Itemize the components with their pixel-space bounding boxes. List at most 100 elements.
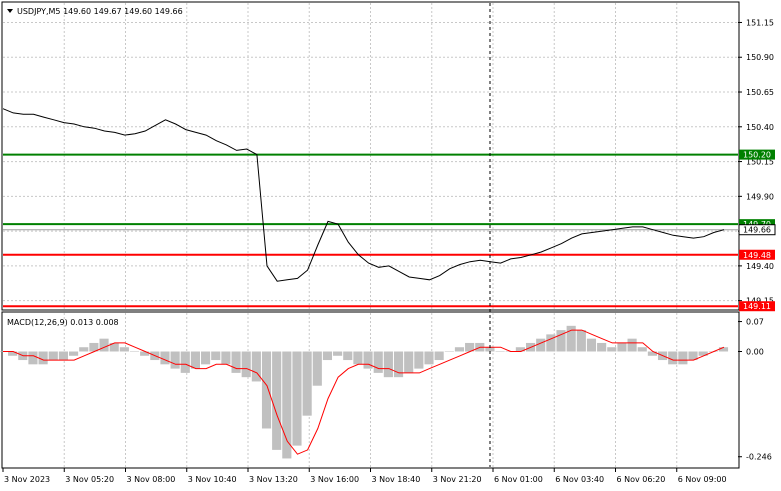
time-tick-label: 3 Nov 16:00	[310, 475, 359, 484]
macd-bar	[261, 351, 272, 429]
macd-bar	[536, 338, 546, 352]
time-tick-label: 3 Nov 05:20	[65, 475, 114, 484]
macd-bar	[465, 342, 475, 352]
price-tick-label: 150.40	[746, 123, 774, 132]
macd-bar	[201, 351, 211, 365]
time-tick-label: 3 Nov 2023	[4, 475, 50, 484]
macd-bar	[99, 338, 109, 352]
macd-bar	[586, 338, 597, 352]
macd-tick-label: 0.07	[746, 318, 764, 327]
price-tick-label: 149.15	[746, 297, 774, 306]
price-tick-label: 149.90	[746, 192, 774, 201]
macd-bar	[383, 351, 393, 378]
macd-bar	[251, 351, 261, 382]
macd-bar	[647, 351, 657, 356]
macd-bar	[28, 351, 38, 365]
macd-bar	[434, 351, 444, 361]
price-axis[interactable]: 151.15 150.90 150.65 150.40 150.15 149.90 149.…	[738, 18, 774, 306]
macd-bar	[556, 330, 566, 352]
price-tick-label: 150.90	[746, 53, 774, 62]
time-tick-label: 3 Nov 08:00	[127, 475, 176, 484]
time-tick-label: 3 Nov 10:40	[188, 475, 237, 484]
macd-bar	[231, 351, 241, 373]
level-tag-label: 150.20	[743, 151, 771, 160]
macd-bar	[322, 351, 333, 361]
macd-bar	[627, 338, 637, 352]
level-tag	[739, 149, 775, 160]
symbol-menu-triangle-icon[interactable]	[7, 9, 13, 13]
price-line	[2, 108, 725, 282]
macd-bar	[119, 347, 129, 352]
macd-bar	[444, 351, 454, 352]
macd-tick-label: 0.00	[746, 348, 764, 357]
time-tick-label: 3 Nov 18:40	[372, 475, 421, 484]
price-tick-label: 151.15	[746, 18, 774, 27]
time-tick-label: 6 Nov 06:20	[617, 475, 666, 484]
macd-bar	[576, 330, 586, 352]
time-tick-label: 6 Nov 03:40	[555, 475, 604, 484]
macd-signal-line	[3, 329, 725, 455]
macd-bar	[363, 351, 373, 369]
symbol-header[interactable]: USDJPY,M5 149.60 149.67 149.60 149.66	[17, 7, 183, 16]
macd-bar	[393, 351, 404, 378]
level-tag	[739, 219, 775, 230]
macd-bar	[688, 351, 698, 361]
macd-bar	[89, 342, 99, 352]
macd-bar	[190, 351, 201, 369]
macd-bar	[373, 351, 383, 373]
price-tick-label: 150.65	[746, 88, 774, 97]
macd-bar	[343, 351, 353, 361]
macd-bar	[129, 351, 140, 352]
macd-bar	[69, 351, 79, 356]
macd-bar	[485, 347, 495, 352]
macd-bar	[292, 351, 302, 446]
macd-bar	[79, 347, 89, 352]
main-grid	[3, 3, 738, 309]
level-tag	[739, 301, 775, 312]
macd-bar	[38, 351, 48, 365]
level-tag-label: 149.11	[743, 302, 771, 311]
price-tick-label: 149.40	[746, 262, 774, 271]
macd-bar	[678, 351, 688, 365]
macd-bar	[8, 351, 18, 356]
time-tick-label: 3 Nov 13:20	[249, 475, 298, 484]
time-tick-label: 3 Nov 21:20	[433, 475, 482, 484]
time-axis[interactable]: 3 Nov 2023 3 Nov 05:20 3 Nov 08:00 3 Nov 10…	[2, 468, 727, 484]
time-tick-label: 6 Nov 09:00	[678, 475, 727, 484]
macd-bar	[698, 351, 708, 356]
macd-bar	[211, 351, 221, 361]
macd-axis[interactable]: 0.07 0.00 -0.246	[738, 318, 772, 462]
macd-bar	[312, 351, 322, 386]
macd-bar	[637, 347, 647, 352]
macd-bar	[109, 342, 119, 352]
macd-bar	[718, 347, 729, 352]
macd-bar	[607, 347, 617, 352]
macd-bar	[180, 351, 190, 373]
macd-bar	[617, 342, 627, 352]
macd-bar	[333, 351, 343, 356]
level-tag-label: 149.48	[743, 251, 771, 260]
macd-bar	[353, 351, 363, 365]
macd-tick-label: -0.246	[746, 453, 772, 462]
price-tick-label: 150.15	[746, 158, 774, 167]
macd-bar	[515, 347, 525, 352]
macd-bar	[424, 351, 434, 365]
macd-grid	[63, 313, 678, 467]
level-tag	[739, 249, 775, 260]
macd-bar	[302, 351, 312, 416]
macd-bar	[668, 351, 678, 365]
macd-bar	[58, 351, 68, 361]
time-tick-label: 6 Nov 01:00	[494, 475, 543, 484]
macd-bar	[160, 351, 170, 365]
macd-bar	[170, 351, 180, 369]
macd-bar	[221, 351, 231, 365]
macd-label: MACD(12,26,9) 0.013 0.008	[7, 318, 119, 327]
macd-bar	[272, 351, 282, 450]
current-price-tag	[738, 224, 776, 236]
macd-bar	[597, 342, 607, 352]
macd-bar	[140, 351, 150, 356]
macd-bar	[48, 351, 58, 361]
